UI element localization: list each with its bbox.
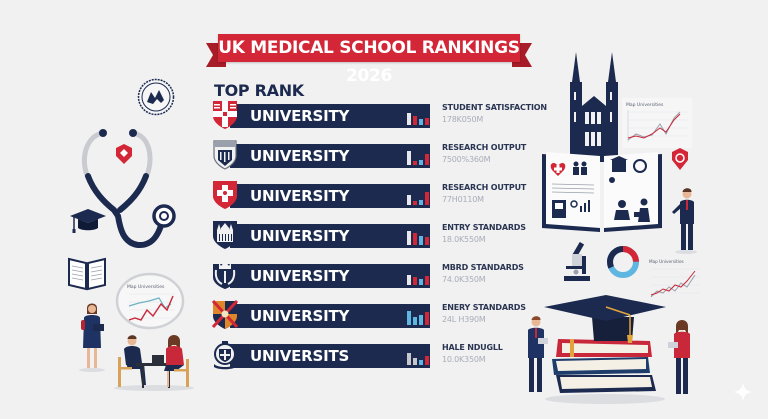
open-book-illustration bbox=[540, 148, 664, 236]
presenter-man-figure bbox=[672, 188, 700, 254]
metric-label: STUDENT SATISFACTION bbox=[442, 103, 547, 112]
metric-value: 7500%360M bbox=[442, 155, 491, 164]
red-shield-white-cross-crest-icon bbox=[212, 180, 238, 210]
two-people-at-desk bbox=[112, 333, 197, 391]
mini-bar-chart-icon bbox=[407, 309, 429, 325]
university-name: UNIVERSITY bbox=[250, 147, 350, 165]
university-name: UNIVERSITY bbox=[250, 187, 350, 205]
university-name: UNIVERSITY bbox=[250, 227, 350, 245]
page-title: UK MEDICAL SCHOOL RANKINGS 2026 bbox=[218, 34, 520, 86]
ranking-bar bbox=[230, 304, 430, 328]
mini-bar-chart-icon bbox=[407, 149, 429, 165]
title-ribbon: UK MEDICAL SCHOOL RANKINGS 2026 bbox=[206, 34, 532, 86]
metric-value: 24L H390M bbox=[442, 315, 486, 324]
metric-label: ENTRY STANDARDS bbox=[442, 223, 526, 232]
metric-label: RESEARCH OUTPUT bbox=[442, 143, 527, 152]
metric-value: 10.0K350M bbox=[442, 355, 486, 364]
mini-bar-chart-icon bbox=[407, 269, 429, 285]
ranking-row[interactable]: UNIVERSITY STUDENT SATISFACTION 178K050M bbox=[212, 100, 547, 132]
metric-value: 74.0K350M bbox=[442, 275, 486, 284]
navy-round-emblem-crest-icon bbox=[212, 340, 238, 370]
mini-bar-chart-icon bbox=[407, 189, 429, 205]
ranking-bar bbox=[230, 184, 430, 208]
stethoscope-icon bbox=[78, 128, 188, 253]
university-name: UNIVERSITY bbox=[250, 267, 350, 285]
red-shield-cross-crest-icon bbox=[212, 100, 238, 130]
ranking-bar bbox=[230, 264, 430, 288]
ranking-bar bbox=[230, 224, 430, 248]
standing-student-figure bbox=[78, 300, 108, 372]
left-chart-title: Map Universities bbox=[127, 284, 165, 290]
metric-label: HALE NDUGLL bbox=[442, 343, 503, 352]
gothic-university-building bbox=[568, 52, 620, 162]
ranking-row[interactable]: UNIVERSITY RESEARCH OUTPUT 7500%360M bbox=[212, 140, 542, 172]
section-label: TOP RANK bbox=[214, 81, 304, 100]
ranking-bar bbox=[230, 104, 430, 128]
man-with-tablet-figure bbox=[524, 316, 550, 396]
university-name: UNIVERSITY bbox=[250, 107, 350, 125]
ranking-row[interactable]: UNIVERSITY ENTRY STANDARDS 18.0K550M bbox=[212, 220, 542, 252]
navy-cathedral-crest-icon bbox=[212, 220, 238, 250]
sparkle-icon bbox=[733, 382, 753, 402]
ranking-bar bbox=[230, 144, 430, 168]
ranking-row[interactable]: UNIVERSITY ENERY STANDARDS 24L H390M bbox=[212, 300, 542, 332]
metric-label: RESEARCH OUTPUT bbox=[442, 183, 527, 192]
open-book-icon bbox=[67, 255, 107, 291]
university-name: UNIVERSITY bbox=[250, 307, 350, 325]
metric-value: 77H0110M bbox=[442, 195, 484, 204]
university-name: UNIVERSITS bbox=[250, 347, 350, 365]
stacked-books-with-grad-cap bbox=[540, 295, 670, 405]
circular-seal-icon bbox=[137, 78, 175, 116]
microscope-icon bbox=[562, 242, 592, 282]
right-chart-title-top: Map Universities bbox=[626, 102, 664, 108]
mini-bar-chart-icon bbox=[407, 349, 429, 365]
left-line-chart: Map Universities bbox=[115, 272, 185, 330]
right-top-line-chart: Map Universities bbox=[622, 98, 692, 148]
donut-chart bbox=[605, 244, 641, 280]
ranking-row[interactable]: UNIVERSITS HALE NDUGLL 10.0K350M bbox=[212, 340, 542, 372]
ranking-row[interactable]: UNIVERSITY MBRD STANDARDS 74.0K350M bbox=[212, 260, 542, 292]
mini-bar-chart-icon bbox=[407, 109, 429, 125]
orange-quartered-crest-icon bbox=[212, 300, 238, 330]
metric-value: 178K050M bbox=[442, 115, 484, 124]
woman-with-tablet-figure bbox=[668, 320, 694, 398]
metric-value: 18.0K550M bbox=[442, 235, 486, 244]
graduation-cap-icon bbox=[70, 208, 106, 234]
metric-label: ENERY STANDARDS bbox=[442, 303, 526, 312]
grey-heraldic-crest-icon bbox=[212, 140, 238, 170]
metric-label: MBRD STANDARDS bbox=[442, 263, 524, 272]
right-chart-title-bottom: Map Universities bbox=[649, 259, 684, 264]
ranking-bar bbox=[230, 344, 430, 368]
red-badge-icon bbox=[670, 148, 690, 170]
mini-bar-chart-icon bbox=[407, 229, 429, 245]
right-bottom-line-chart: Map Universities bbox=[647, 257, 701, 301]
navy-crown-laurel-crest-icon bbox=[212, 260, 238, 290]
ranking-row[interactable]: UNIVERSITY RESEARCH OUTPUT 77H0110M bbox=[212, 180, 542, 212]
